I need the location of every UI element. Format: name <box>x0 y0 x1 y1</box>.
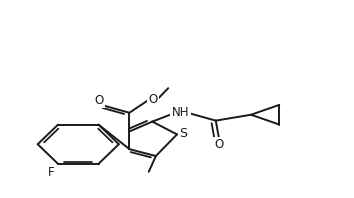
Text: O: O <box>95 94 104 107</box>
Text: NH: NH <box>172 106 189 119</box>
Text: O: O <box>215 138 224 151</box>
Text: O: O <box>149 93 158 107</box>
Text: S: S <box>179 128 187 141</box>
Text: F: F <box>48 166 54 179</box>
